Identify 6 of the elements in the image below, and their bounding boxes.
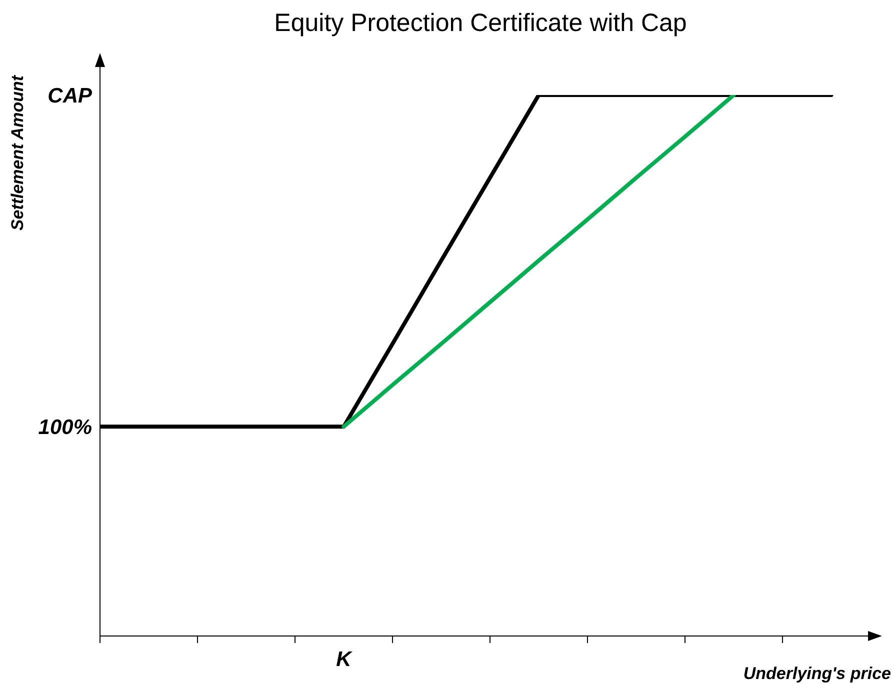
text: CAP [48, 84, 93, 108]
chart-title: Equity Protection Certificate with Cap [273, 8, 688, 38]
text: 100% [38, 416, 92, 439]
text: K [336, 648, 354, 671]
y-axis-title: Settlement Amount [8, 75, 28, 231]
x-axis-title: Underlying's price [743, 664, 891, 684]
